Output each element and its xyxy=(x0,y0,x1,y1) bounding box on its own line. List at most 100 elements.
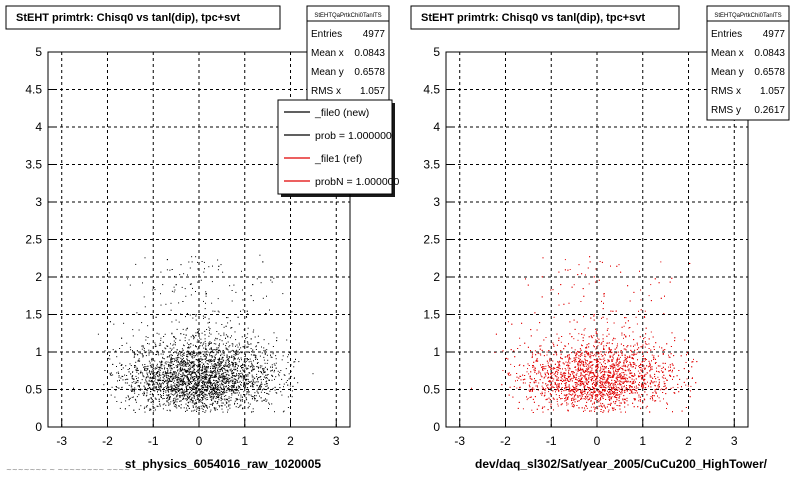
scatter-point xyxy=(148,385,149,386)
scatter-point xyxy=(200,391,201,392)
scatter-point xyxy=(213,359,214,360)
scatter-point xyxy=(207,395,208,396)
scatter-point xyxy=(213,383,214,384)
scatter-point xyxy=(182,362,183,363)
scatter-point xyxy=(163,342,164,343)
scatter-point xyxy=(253,380,254,381)
scatter-point xyxy=(142,355,143,356)
scatter-point xyxy=(227,365,228,366)
scatter-point xyxy=(113,349,114,350)
scatter-point xyxy=(240,384,241,385)
scatter-point xyxy=(189,396,190,397)
scatter-point xyxy=(212,357,213,358)
scatter-point xyxy=(282,293,283,294)
scatter-point xyxy=(220,352,221,353)
scatter-point xyxy=(197,392,198,393)
scatter-point xyxy=(191,390,192,391)
scatter-point xyxy=(215,371,216,372)
scatter-point xyxy=(196,406,197,407)
scatter-point xyxy=(161,368,162,369)
scatter-point xyxy=(218,269,219,270)
scatter-point xyxy=(151,402,152,403)
scatter-point xyxy=(226,334,227,335)
scatter-point xyxy=(208,383,209,384)
scatter-point xyxy=(153,387,154,388)
scatter-point xyxy=(197,329,198,330)
scatter-point xyxy=(147,374,148,375)
scatter-point xyxy=(156,374,157,375)
scatter-point xyxy=(247,347,248,348)
scatter-point xyxy=(213,390,214,391)
scatter-point xyxy=(173,400,174,401)
scatter-point xyxy=(168,394,169,395)
scatter-point xyxy=(196,409,197,410)
scatter-point xyxy=(174,276,175,277)
scatter-point xyxy=(261,347,262,348)
scatter-point xyxy=(160,370,161,371)
scatter-point xyxy=(123,379,124,380)
scatter-point xyxy=(258,377,259,378)
scatter-point xyxy=(209,379,210,380)
scatter-point xyxy=(261,386,262,387)
scatter-point xyxy=(175,406,176,407)
scatter-point xyxy=(213,398,214,399)
scatter-point xyxy=(287,380,288,381)
scatter-point xyxy=(157,351,158,352)
scatter-point xyxy=(152,388,153,389)
scatter-point xyxy=(193,403,194,404)
scatter-point xyxy=(182,390,183,391)
scatter-point xyxy=(191,363,192,364)
scatter-point xyxy=(249,394,250,395)
scatter-point xyxy=(221,264,222,265)
scatter-point xyxy=(221,396,222,397)
scatter-point xyxy=(149,355,150,356)
scatter-point xyxy=(198,333,199,334)
scatter-point xyxy=(169,379,170,380)
scatter-point xyxy=(237,382,238,383)
scatter-point xyxy=(197,342,198,343)
scatter-point xyxy=(184,375,185,376)
scatter-point xyxy=(205,348,206,349)
scatter-point xyxy=(139,385,140,386)
scatter-point xyxy=(173,352,174,353)
scatter-point xyxy=(217,401,218,402)
scatter-point xyxy=(177,390,178,391)
scatter-point xyxy=(177,394,178,395)
scatter-point xyxy=(173,371,174,372)
scatter-point xyxy=(246,358,247,359)
scatter-point xyxy=(291,376,292,377)
stats-value: 4977 xyxy=(363,29,386,40)
scatter-point xyxy=(233,390,234,391)
scatter-point xyxy=(216,372,217,373)
scatter-point xyxy=(282,359,283,360)
scatter-point xyxy=(266,349,267,350)
scatter-point xyxy=(204,378,205,379)
scatter-point xyxy=(178,382,179,383)
scatter-point xyxy=(224,390,225,391)
scatter-point xyxy=(135,412,136,413)
scatter-point xyxy=(249,344,250,345)
scatter-point xyxy=(193,370,194,371)
scatter-point xyxy=(230,365,231,366)
scatter-point xyxy=(195,407,196,408)
scatter-point xyxy=(205,338,206,339)
scatter-point xyxy=(186,335,187,336)
scatter-point xyxy=(150,373,151,374)
scatter-point xyxy=(276,340,277,341)
scatter-point xyxy=(213,377,214,378)
scatter-point xyxy=(238,378,239,379)
scatter-point xyxy=(167,410,168,411)
scatter-point xyxy=(160,380,161,381)
scatter-point xyxy=(193,385,194,386)
scatter-point xyxy=(233,356,234,357)
scatter-point xyxy=(175,376,176,377)
scatter-point xyxy=(206,366,207,367)
scatter-point xyxy=(171,384,172,385)
scatter-point xyxy=(169,381,170,382)
scatter-point xyxy=(186,372,187,373)
scatter-point xyxy=(145,379,146,380)
scatter-point xyxy=(258,362,259,363)
scatter-point xyxy=(203,318,204,319)
scatter-point xyxy=(179,373,180,374)
scatter-point xyxy=(245,374,246,375)
